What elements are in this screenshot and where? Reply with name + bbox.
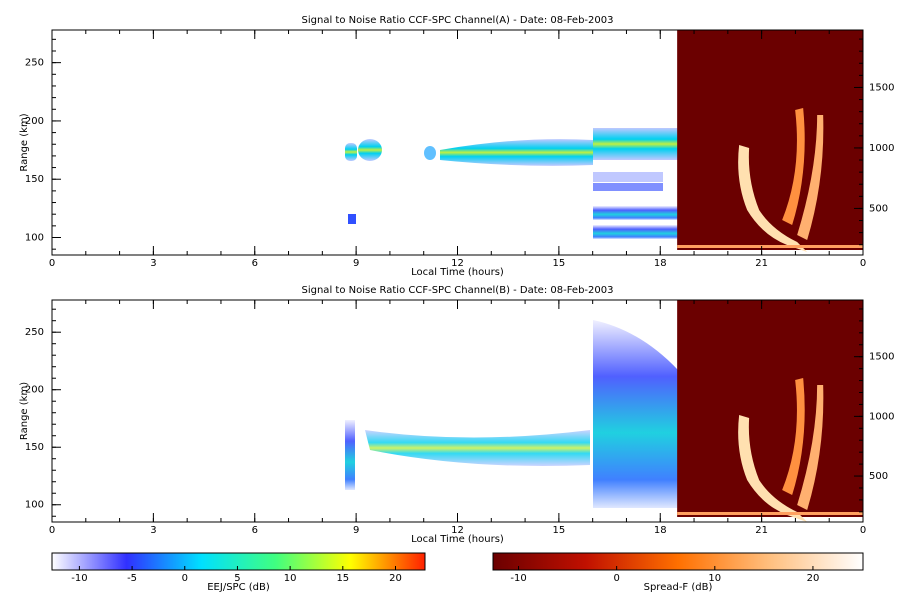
y-tick-label: 200 — [25, 385, 44, 396]
ionogram-trace — [738, 145, 808, 252]
y-tick-label: 150 — [25, 174, 44, 185]
x-axis-label: Local Time (hours) — [411, 267, 504, 278]
x-tick-label: 21 — [755, 258, 768, 269]
panel-title: Signal to Noise Ratio CCF-SPC Channel(A)… — [302, 15, 614, 26]
y2-tick-label: 500 — [869, 471, 888, 482]
x-tick-label: 3 — [150, 258, 156, 269]
colorbar-tick-label: 20 — [807, 573, 820, 584]
x-tick-label: 6 — [252, 258, 258, 269]
x-tick-label: 15 — [553, 525, 566, 536]
x-tick-label: 3 — [150, 525, 156, 536]
y-tick-label: 100 — [25, 233, 44, 244]
x-tick-label: 9 — [353, 525, 359, 536]
colorbar-tick-label: 15 — [336, 573, 349, 584]
ionogram-trace — [677, 108, 863, 252]
ionogram-floor — [677, 245, 863, 248]
x-tick-label: 21 — [755, 525, 768, 536]
colorbar-tick-label: -10 — [510, 573, 526, 584]
colorbar-label: Spread-F (dB) — [644, 582, 713, 593]
colorbar-tick-label: 0 — [182, 573, 188, 584]
x-tick-label: 12 — [451, 525, 464, 536]
x-tick-label: 0 — [49, 258, 55, 269]
x-tick-label: 18 — [654, 258, 667, 269]
colorbar-tick-label: 0 — [613, 573, 619, 584]
ionogram-trace — [677, 378, 863, 522]
x-tick-label: 6 — [252, 525, 258, 536]
y-tick-label: 100 — [25, 500, 44, 511]
x-tick-label: 9 — [353, 258, 359, 269]
ionogram-trace — [797, 385, 824, 510]
colorbar-tick-label: -10 — [71, 573, 87, 584]
ionogram-floor — [677, 512, 863, 515]
y2-tick-label: 500 — [869, 203, 888, 214]
ionogram-trace — [782, 108, 805, 225]
ionogram-inset — [677, 30, 863, 250]
y2-tick-label: 1000 — [869, 411, 894, 422]
y-tick-label: 150 — [25, 442, 44, 453]
colorbar-tick-label: 10 — [708, 573, 721, 584]
ionogram-trace — [797, 115, 824, 240]
x-tick-label: 12 — [451, 258, 464, 269]
y-axis-label: Range (km) — [19, 113, 30, 171]
x-tick-label: 15 — [553, 258, 566, 269]
y-tick-label: 200 — [25, 116, 44, 127]
colorbar-tick-label: 20 — [389, 573, 402, 584]
panel-title: Signal to Noise Ratio CCF-SPC Channel(B)… — [302, 285, 614, 296]
y-axis-label: Range (km) — [19, 382, 30, 440]
colorbar-label: EEJ/SPC (dB) — [207, 582, 270, 593]
colorbar-tick-label: 10 — [284, 573, 297, 584]
colorbar-tick-label: -5 — [127, 573, 137, 584]
y2-tick-label: 1000 — [869, 143, 894, 154]
colorbar — [492, 552, 864, 571]
x-tick-label: 0 — [49, 525, 55, 536]
ionogram-inset — [677, 300, 863, 517]
colorbar — [51, 552, 426, 571]
y2-tick-label: 1500 — [869, 352, 894, 363]
ionogram-trace — [738, 415, 808, 522]
heatmap-image — [345, 128, 678, 508]
y-tick-label: 250 — [25, 327, 44, 338]
colorbar-tick-label: 5 — [234, 573, 240, 584]
x-tick-label: 0 — [860, 525, 866, 536]
ionogram-trace — [782, 378, 805, 495]
y2-tick-label: 1500 — [869, 82, 894, 93]
x-axis-label: Local Time (hours) — [411, 534, 504, 545]
x-tick-label: 18 — [654, 525, 667, 536]
y-tick-label: 250 — [25, 58, 44, 69]
x-tick-label: 0 — [860, 258, 866, 269]
